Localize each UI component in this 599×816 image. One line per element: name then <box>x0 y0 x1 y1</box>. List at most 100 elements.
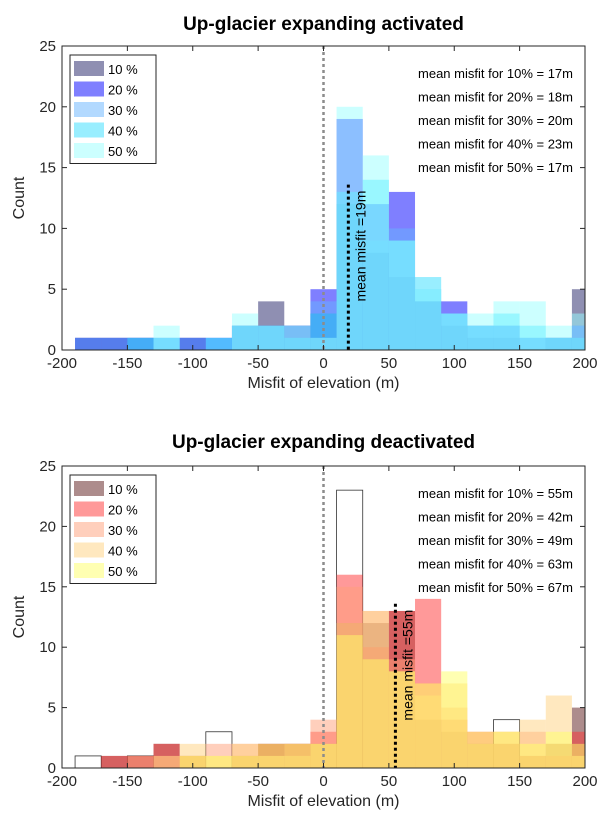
bar-series-5 <box>493 301 520 350</box>
bar-series-5 <box>415 683 442 768</box>
bar-series-5 <box>179 755 206 768</box>
annotation: mean misfit for 10% = 55m <box>418 486 573 501</box>
annotation: mean misfit for 40% = 63m <box>418 557 573 572</box>
bar-series-2 <box>101 755 128 768</box>
chart-deactivated: mean misfit =55m-200 -150 -100 -50 0 50 100 150… <box>11 432 598 810</box>
mean-label: mean misfit =19m <box>352 191 368 302</box>
bar-series-5 <box>284 325 311 350</box>
bar-series-5 <box>467 731 494 768</box>
bar-series-5 <box>545 731 572 768</box>
legend-label: 20 % <box>108 503 138 518</box>
x-tick-label: 200 <box>572 773 597 790</box>
y-tick-label: 0 <box>48 760 56 777</box>
x-tick-label: 100 <box>442 355 467 372</box>
chart-title: Up-glacier expanding deactivated <box>172 432 475 453</box>
annotation: mean misfit for 20% = 18m <box>418 90 573 105</box>
x-tick-label: 50 <box>381 355 398 372</box>
x-tick-label: -150 <box>112 773 142 790</box>
y-tick-label: 20 <box>39 99 56 116</box>
y-tick-label: 15 <box>39 579 56 596</box>
x-axis-label: Misfit of elevation (m) <box>247 793 399 810</box>
x-tick-label: 0 <box>319 355 327 372</box>
mean-label: mean misfit =55m <box>399 610 415 721</box>
y-tick-label: 20 <box>39 518 56 535</box>
bar-series-5 <box>231 313 259 350</box>
bar-series-5 <box>362 659 389 768</box>
bar-series-5 <box>415 289 442 350</box>
annotation: mean misfit for 30% = 49m <box>418 533 573 548</box>
bar-series-5 <box>388 671 416 768</box>
bar-series-5 <box>310 337 337 350</box>
x-axis-label: Misfit of elevation (m) <box>247 375 399 392</box>
bar-series-5 <box>441 671 468 768</box>
annotation: mean misfit for 20% = 42m <box>418 510 573 525</box>
x-tick-label: 100 <box>442 773 467 790</box>
legend-label: 10 % <box>108 62 138 77</box>
bar-series-5 <box>467 313 494 350</box>
x-tick-label: -50 <box>247 355 269 372</box>
legend-label: 50 % <box>108 564 138 579</box>
bar-series-5 <box>519 301 546 350</box>
bar-series-5 <box>571 313 585 350</box>
legend-label: 50 % <box>108 144 138 159</box>
x-tick-label: -150 <box>112 355 142 372</box>
legend-swatch <box>74 102 104 117</box>
bar-series-3 <box>75 337 102 350</box>
bar-series-4 <box>153 755 180 768</box>
bar-series-5 <box>258 743 285 768</box>
legend-swatch <box>74 81 104 97</box>
bar-series-5 <box>441 313 468 350</box>
bar-series-5 <box>388 240 416 350</box>
bars <box>74 489 585 768</box>
legend-label: 30 % <box>108 103 138 118</box>
bar-series-5 <box>571 743 585 768</box>
x-tick-label: -100 <box>178 773 208 790</box>
x-tick-label: 150 <box>507 355 532 372</box>
legend-swatch <box>74 143 104 158</box>
x-tick-label: -200 <box>47 355 77 372</box>
bar-series-5 <box>231 755 259 768</box>
bar-series-5 <box>362 155 389 350</box>
chart-title: Up-glacier expanding activated <box>183 14 464 35</box>
bar-series-5 <box>258 325 285 350</box>
y-tick-label: 5 <box>48 281 56 298</box>
bar-series-5 <box>545 325 572 350</box>
bar-series-3 <box>127 755 154 768</box>
legend-swatch <box>74 122 104 138</box>
chart-activated: mean misfit =19m -200 -150 -100 -50 0 50 100 150… <box>11 14 598 392</box>
x-tick-label: -100 <box>178 355 208 372</box>
annotation: mean misfit for 10% = 17m <box>418 66 573 81</box>
bar-series-5 <box>336 635 363 768</box>
y-tick-label: 10 <box>39 220 56 237</box>
bar-series-5 <box>153 325 180 350</box>
legend-label: 40 % <box>108 124 138 139</box>
bar-series-5 <box>284 743 311 768</box>
legend-label: 10 % <box>108 482 138 497</box>
y-tick-label: 25 <box>39 458 56 475</box>
y-tick-label: 15 <box>39 160 56 177</box>
bar-series-4 <box>127 337 154 350</box>
legend-swatch <box>74 501 104 517</box>
bar-series-3 <box>101 337 128 350</box>
legend: 10 % 20 % 30 % 40 % 50 % <box>69 474 157 584</box>
y-axis-label: Count <box>11 595 28 638</box>
bar-series-5 <box>519 743 546 768</box>
x-tick-label: -200 <box>47 773 77 790</box>
bar-series-4 <box>205 337 232 350</box>
x-tick-label: 200 <box>572 355 597 372</box>
bar-series-5 <box>205 755 232 768</box>
bar-series-5 <box>493 731 520 768</box>
legend-swatch <box>74 522 104 537</box>
legend-label: 40 % <box>108 544 138 559</box>
legend-label: 20 % <box>108 83 138 98</box>
legend-swatch <box>74 481 104 496</box>
y-tick-label: 5 <box>48 700 56 717</box>
y-tick-label: 10 <box>39 639 56 656</box>
y-axis-label: Count <box>11 176 28 219</box>
legend-label: 30 % <box>108 523 138 538</box>
legend-swatch <box>74 61 104 76</box>
annotation: mean misfit for 50% = 17m <box>418 160 573 175</box>
legend: 10 % 20 % 30 % 40 % 50 % <box>69 54 157 164</box>
annotation: mean misfit for 40% = 23m <box>418 137 573 152</box>
